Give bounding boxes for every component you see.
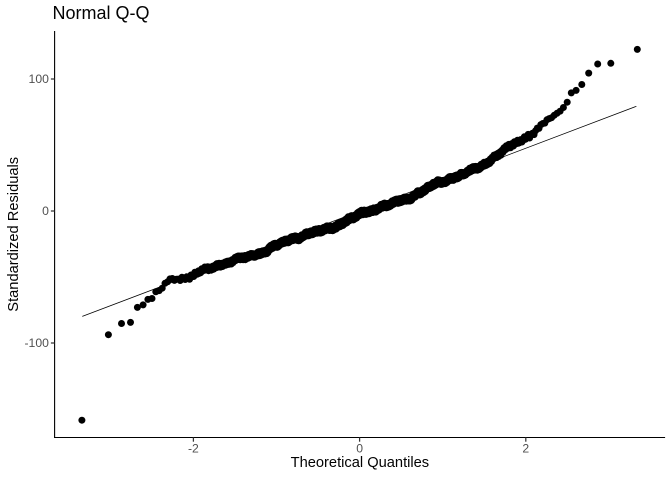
svg-text:Theoretical Quantiles: Theoretical Quantiles [291, 455, 430, 471]
svg-text:-2: -2 [188, 442, 199, 456]
svg-text:0: 0 [356, 442, 363, 456]
svg-text:2: 2 [522, 442, 529, 456]
svg-text:Normal Q-Q: Normal Q-Q [53, 3, 150, 23]
svg-text:-100: -100 [24, 336, 49, 350]
svg-text:Standardized Residuals: Standardized Residuals [6, 157, 22, 312]
svg-text:100: 100 [29, 72, 50, 86]
svg-text:0: 0 [42, 204, 49, 218]
